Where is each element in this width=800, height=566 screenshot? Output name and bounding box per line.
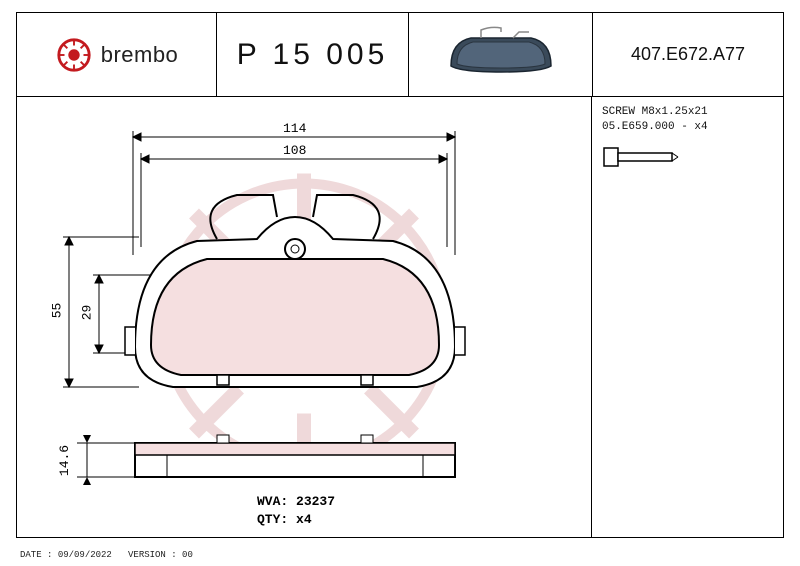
part-number-cell: P 15 005 [217, 13, 409, 96]
pad-thumbnail-icon [441, 24, 561, 85]
screw-title: SCREW M8x1.25x21 [602, 105, 773, 120]
dim-height-inner: 29 [79, 305, 94, 321]
dim-width-outer: 114 [283, 121, 306, 136]
brake-pad-drawing [17, 97, 591, 537]
side-panel: SCREW M8x1.25x21 05.E659.000 - x4 [591, 97, 783, 537]
dim-thickness: 14.6 [57, 445, 72, 476]
dim-width-inner: 108 [283, 143, 306, 158]
header-row: brembo P 15 005 407.E672.A77 [17, 13, 783, 97]
qty-label: QTY: [257, 512, 288, 527]
footer-date-value: 09/09/2022 [58, 550, 112, 560]
screw-spec: SCREW M8x1.25x21 05.E659.000 - x4 [602, 105, 773, 136]
brand-logo: brembo [55, 36, 179, 74]
footer-version-value: 00 [182, 550, 193, 560]
main-area: 114 108 55 29 14.6 WVA: 23237 QTY: x4 SC… [17, 97, 783, 537]
brand-name: brembo [101, 42, 179, 68]
reference-code: 407.E672.A77 [631, 44, 745, 65]
thumbnail-cell [409, 13, 593, 96]
wva-label: WVA: [257, 494, 288, 509]
technical-drawing: 114 108 55 29 14.6 WVA: 23237 QTY: x4 [17, 97, 591, 537]
drawing-sheet: brembo P 15 005 407.E672.A77 [16, 12, 784, 538]
footer-version-label: VERSION : [128, 550, 177, 560]
qty-value: x4 [296, 512, 312, 527]
screw-ref: 05.E659.000 - x4 [602, 120, 773, 135]
wva-value: 23237 [296, 494, 335, 509]
part-number: P 15 005 [237, 38, 389, 72]
reference-code-cell: 407.E672.A77 [593, 13, 783, 96]
dim-height-outer: 55 [49, 303, 64, 319]
screw-icon [602, 144, 773, 174]
info-block: WVA: 23237 QTY: x4 [257, 493, 335, 529]
logo-cell: brembo [17, 13, 217, 96]
footer-date-label: DATE : [20, 550, 52, 560]
brembo-mark-icon [55, 36, 93, 74]
footer: DATE : 09/09/2022 VERSION : 00 [20, 550, 193, 560]
